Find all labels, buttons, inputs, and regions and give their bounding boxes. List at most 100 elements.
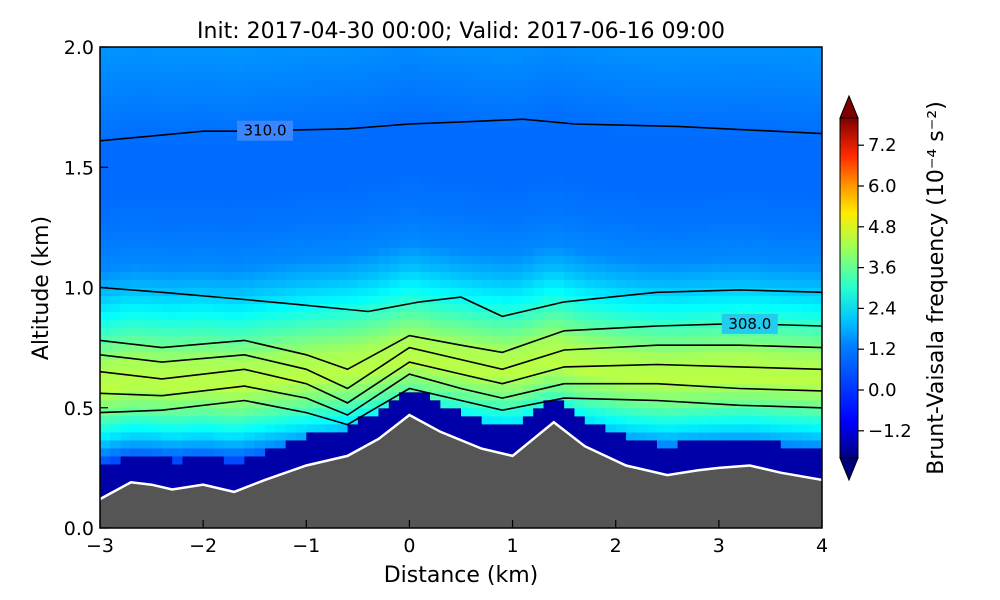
field-cell (275, 327, 287, 337)
field-cell (646, 47, 658, 56)
field-cell (677, 367, 689, 377)
field-cell (440, 375, 452, 385)
field-cell (265, 63, 276, 72)
field-cell (760, 247, 772, 257)
field-cell (533, 319, 545, 329)
field-cell (151, 439, 163, 449)
field-cell (120, 471, 132, 481)
field-cell (677, 191, 689, 200)
field-cell (760, 167, 772, 176)
field-cell (347, 63, 359, 72)
field-cell (564, 271, 576, 281)
field-cell (729, 351, 741, 361)
field-cell (151, 343, 163, 353)
field-cell (316, 367, 328, 377)
field-cell (265, 335, 276, 345)
field-cell (275, 455, 287, 465)
field-cell (182, 447, 194, 457)
field-cell (667, 415, 679, 425)
field-cell (533, 415, 545, 425)
field-cell (440, 119, 452, 128)
field-cell (636, 223, 648, 232)
field-cell (285, 271, 297, 281)
field-cell (419, 279, 431, 289)
field-cell (161, 231, 173, 240)
field-cell (605, 175, 617, 184)
field-cell (481, 119, 493, 128)
field-cell (491, 431, 503, 441)
field-cell (770, 415, 782, 425)
field-cell (512, 343, 524, 353)
field-cell (316, 63, 328, 72)
field-cell (306, 447, 318, 457)
field-cell (564, 367, 576, 377)
field-cell (368, 183, 380, 192)
field-cell (172, 407, 184, 417)
field-cell (687, 399, 699, 409)
field-cell (203, 47, 215, 56)
field-cell (780, 167, 792, 176)
field-cell (419, 223, 431, 232)
field-cell (502, 151, 514, 160)
field-cell (718, 447, 730, 457)
field-cell (316, 215, 328, 224)
field-cell (265, 95, 276, 104)
field-cell (120, 359, 132, 369)
field-cell (151, 231, 163, 240)
field-cell (584, 383, 596, 393)
field-cell (254, 63, 266, 72)
field-cell (357, 415, 369, 425)
field-cell (512, 431, 524, 441)
field-cell (357, 407, 369, 417)
field-cell (182, 343, 194, 353)
field-cell (203, 55, 215, 64)
field-cell (172, 79, 184, 88)
field-cell (708, 295, 720, 305)
field-cell (110, 247, 122, 257)
field-cell (760, 343, 772, 353)
field-cell (347, 191, 359, 200)
field-cell (677, 159, 689, 168)
field-cell (718, 175, 730, 184)
field-cell (760, 447, 772, 457)
field-cell (811, 207, 822, 216)
field-cell (285, 199, 297, 208)
field-cell (729, 207, 741, 216)
field-cell (564, 79, 576, 88)
field-cell (326, 399, 338, 409)
field-cell (337, 175, 349, 184)
field-cell (533, 111, 545, 120)
field-cell (461, 343, 472, 353)
field-cell (130, 415, 142, 425)
field-cell (626, 111, 637, 120)
field-cell (522, 223, 534, 232)
field-cell (357, 111, 369, 120)
field-cell (234, 143, 245, 152)
field-cell (461, 335, 472, 345)
field-cell (347, 55, 359, 64)
field-cell (718, 375, 730, 385)
field-cell (130, 255, 142, 265)
field-cell (605, 335, 617, 345)
field-cell (502, 407, 514, 417)
field-cell (543, 135, 555, 144)
field-cell (687, 359, 699, 369)
field-cell (440, 191, 452, 200)
field-cell (192, 359, 204, 369)
field-cell (409, 407, 421, 417)
field-cell (110, 383, 122, 393)
field-cell (130, 447, 142, 457)
field-cell (461, 215, 472, 224)
field-cell (347, 167, 359, 176)
field-cell (698, 175, 710, 184)
field-cell (151, 247, 163, 257)
field-cell (739, 375, 751, 385)
field-cell (265, 55, 276, 64)
field-cell (316, 159, 328, 168)
field-cell (687, 191, 699, 200)
field-cell (729, 423, 741, 433)
field-cell (378, 271, 390, 281)
field-cell (801, 119, 813, 128)
field-cell (306, 127, 318, 136)
field-cell (234, 207, 245, 216)
